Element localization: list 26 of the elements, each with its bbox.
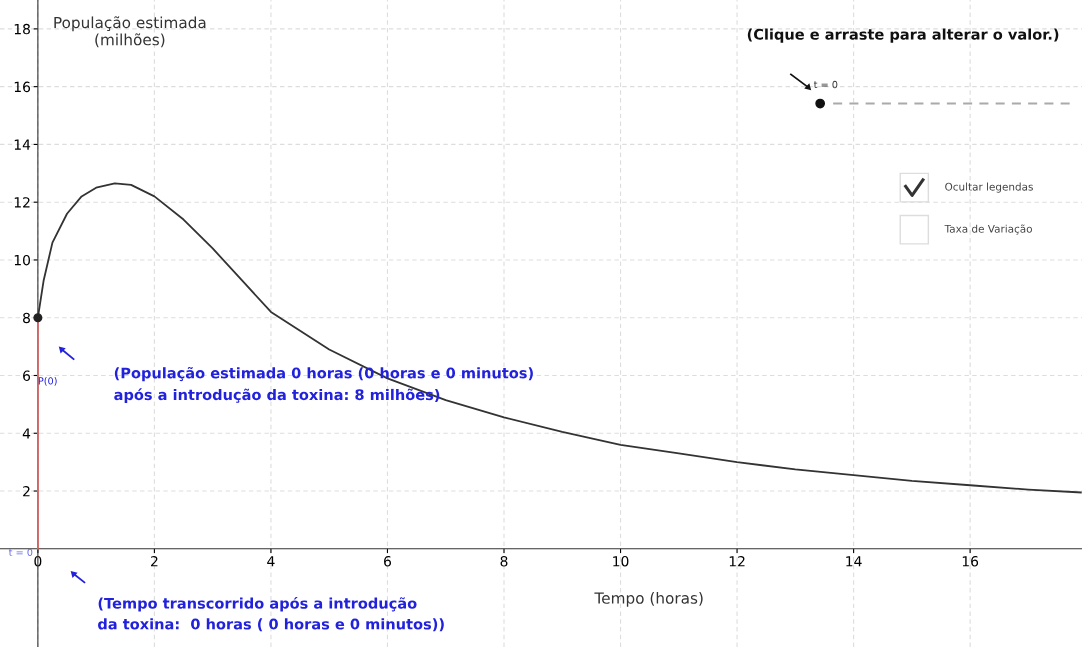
y-tick-label: 12 [14,197,30,208]
annotation: t = 0 [813,80,838,89]
y-tick-label: 4 [22,428,31,439]
x-tick-label: 6 [384,555,392,567]
y-tick-label: 14 [14,139,31,150]
annotation: (Tempo transcorrido após a introdução da toxina: 0 horas ( 0 horas e 0 minutos)) [98,596,444,632]
x-axis-title: Tempo (horas) [594,592,703,607]
annotation: Ocultar legendas [945,182,1033,193]
x-tick-label: 10 [613,555,629,567]
annotation: t = 0 [8,548,33,557]
annotation: (Clique e arraste para alterar o valor.) [747,28,1059,43]
y-axis-title: População estimada (milhões) [54,16,206,48]
x-tick-label: 4 [267,556,275,567]
x-tick-label: 2 [151,555,158,567]
y-tick-label: 18 [14,23,30,35]
y-tick-label: 16 [14,81,31,93]
y-tick-label: 8 [23,312,30,324]
x-tick-label: 14 [846,556,862,567]
y-tick-label: 2 [23,486,30,497]
annotation: Taxa de Variação [944,224,1032,235]
x-tick-label: 8 [500,555,508,567]
y-tick-label: 6 [23,370,31,381]
x-tick-label: 12 [729,555,745,567]
x-tick-label: 16 [962,555,979,567]
y-tick-label: 10 [14,254,31,266]
x-tick-label: 0 [34,555,42,567]
